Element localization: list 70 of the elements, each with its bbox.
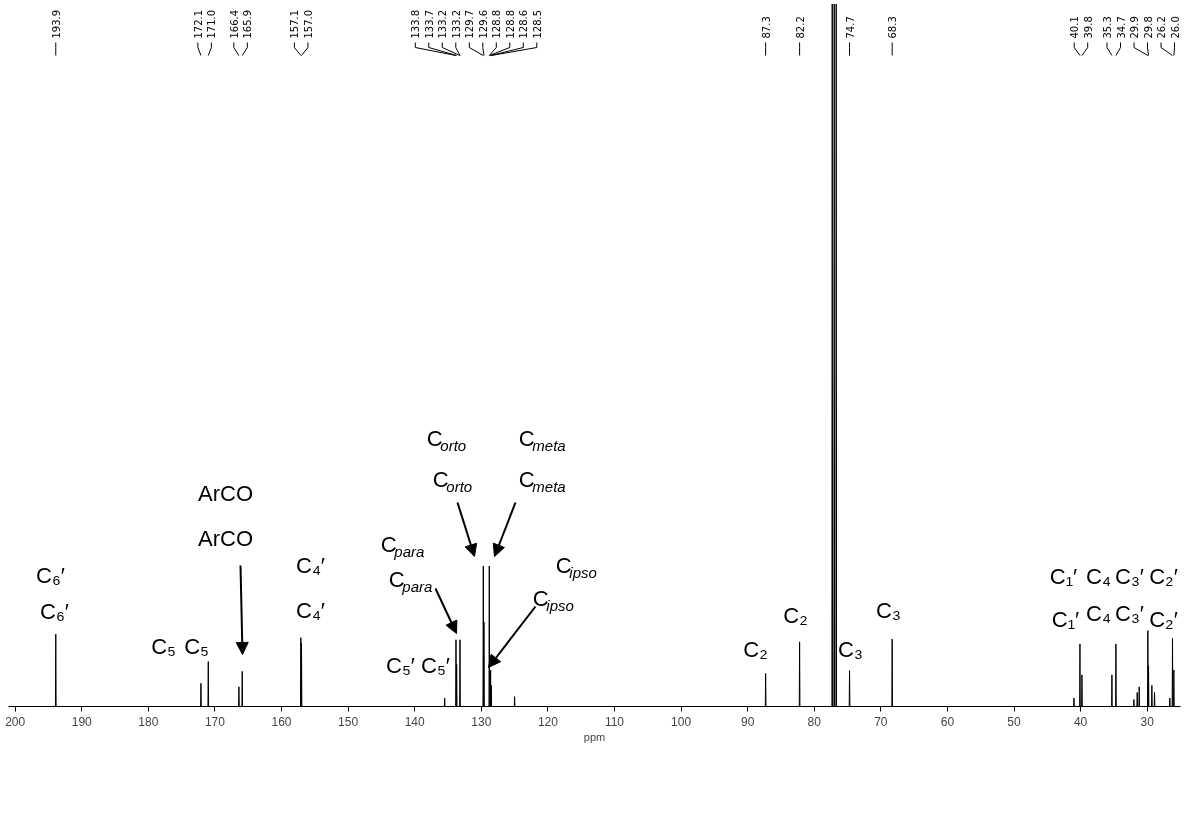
annotation: 128.5	[531, 9, 543, 39]
x-tick-label: 60	[940, 714, 955, 729]
annotation: 165.9	[242, 9, 254, 39]
annotation: 128.8	[504, 9, 516, 39]
annotation: 87.3	[760, 16, 772, 39]
annotation: C₃	[838, 637, 863, 662]
x-tick-label: 80	[807, 714, 822, 729]
annotation: 128.6	[518, 9, 530, 39]
annotation: 29.9	[1129, 16, 1140, 39]
annotation: 157.1	[289, 9, 301, 39]
x-tick-label: 70	[874, 714, 888, 729]
annotation: C₂′	[1149, 607, 1178, 632]
annotation: 40.1	[1069, 16, 1081, 39]
annotation: C₄	[1086, 601, 1111, 626]
annotation: 157.0	[302, 9, 314, 39]
annotation: 133.2	[450, 9, 462, 39]
annotation: C₅′	[386, 653, 415, 678]
x-tick-label: 190	[71, 714, 93, 729]
x-axis-title: ppm	[583, 730, 606, 743]
annotation: 133.8	[410, 9, 422, 39]
annotation: 29.8	[1142, 16, 1154, 39]
x-tick-label: 130	[471, 714, 492, 729]
annotation: C₅	[151, 634, 176, 659]
annotation: C₄	[1086, 564, 1111, 589]
annotation: 74.7	[844, 16, 856, 39]
annotation: 129.7	[464, 9, 476, 39]
annotation: 82.2	[794, 16, 806, 39]
annotation: C₅	[184, 634, 209, 659]
annotation: 35.3	[1102, 16, 1113, 39]
x-tick-label: 160	[271, 714, 292, 729]
annotation: C₂	[743, 637, 768, 662]
annotation: C₄′	[296, 598, 325, 623]
x-tick-label: 100	[671, 714, 692, 729]
x-tick-label: 50	[1007, 714, 1022, 729]
annotation: C₅′	[421, 653, 450, 678]
annotation: 68.3	[887, 16, 899, 39]
x-tick-label: 170	[204, 714, 226, 729]
x-tick-label: 140	[404, 714, 426, 729]
annotation: 166.4	[228, 9, 240, 39]
annotation: C₄′	[296, 553, 325, 578]
annotation: C₆′	[36, 563, 65, 588]
x-tick-label: 120	[537, 714, 559, 729]
annotation: 34.7	[1115, 16, 1127, 39]
annotation: 133.7	[423, 9, 435, 39]
annotation: C₃	[876, 598, 901, 623]
x-tick-label: 150	[338, 714, 359, 729]
x-tick-label: 200	[5, 714, 26, 729]
x-tick-label: 90	[740, 714, 755, 729]
annotation: 171.0	[206, 9, 218, 39]
annotation: C₂	[783, 603, 808, 628]
x-tick-label: 110	[604, 714, 625, 729]
annotation: 26.0	[1169, 16, 1181, 39]
annotation: C₃′	[1115, 601, 1144, 626]
x-tick-label: 40	[1073, 714, 1088, 729]
annotation: 172.1	[192, 9, 204, 39]
annotation: ArCO	[198, 481, 253, 506]
annotation: 128.8	[491, 9, 503, 39]
annotation: 133.2	[437, 9, 449, 39]
annotation: 26.2	[1156, 16, 1167, 39]
x-tick-label: 30	[1140, 714, 1155, 729]
annotation: C₁′	[1049, 564, 1078, 589]
annotation: 39.8	[1082, 16, 1094, 39]
annotation: C₆′	[40, 599, 69, 624]
annotation: C₂′	[1149, 564, 1178, 589]
annotation: C₃′	[1115, 564, 1144, 589]
x-tick-label: 180	[138, 714, 159, 729]
annotation: 129.6	[477, 9, 489, 39]
annotation: C₁′	[1051, 607, 1080, 632]
annotation: 193.9	[50, 9, 62, 39]
annotation: ArCO	[198, 526, 253, 551]
